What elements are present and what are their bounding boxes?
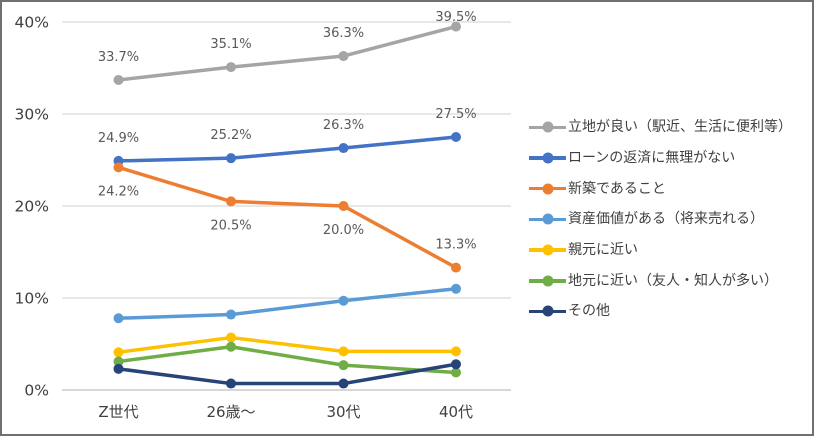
series-line-4 [116,335,458,355]
series-marker [338,360,349,371]
x-axis-category-label: 26歳～ [206,403,255,421]
series-marker [451,367,461,378]
data-label: 24.2% [98,184,139,199]
series-marker [226,62,236,73]
x-axis-category-label: 30代 [326,403,360,421]
data-label: 20.0% [323,223,364,238]
series-marker [338,51,349,62]
series-marker [226,332,236,343]
y-axis-tick-label: 20% [15,198,49,216]
series-marker [113,347,124,358]
legend-line-marker-icon [529,121,566,133]
legend-item: 親元に近い [529,235,792,266]
y-axis-tick-label: 30% [15,106,49,124]
y-axis-tick-label: 40% [15,14,49,32]
series-marker [451,346,461,357]
series-marker [451,283,461,294]
legend-item-label: 親元に近い [568,242,638,259]
series-marker [113,313,124,324]
legend-item: 新築であること [529,173,792,204]
x-axis-category-label: 40代 [439,403,473,421]
legend-item-label: 新築であること [568,180,666,197]
legend-line-marker-icon [529,244,566,256]
legend-line-marker-icon [529,213,566,225]
data-label: 25.2% [210,128,251,143]
legend-item: その他 [529,296,792,327]
series-marker [451,359,461,370]
legend-line-marker-icon [529,305,566,317]
data-label: 13.3% [435,238,476,253]
x-axis-category-label: Z世代 [98,403,138,421]
series-marker [226,309,236,320]
series-marker [113,74,124,85]
series-marker [338,346,349,357]
legend-item-label: 立地が良い（駅近、生活に便利等） [568,119,792,136]
data-label: 33.7% [98,50,139,65]
series-line-6 [116,362,458,386]
series-marker [113,363,124,374]
series-marker [113,356,124,367]
y-axis-tick-label: 10% [15,290,49,308]
series-marker [338,295,349,306]
legend-item-label: 地元に近い（友人・知人が多い） [568,272,778,289]
series-marker [451,262,461,273]
data-label: 39.5% [435,10,476,25]
series-line-0 [116,24,458,82]
legend-item: 立地が良い（駅近、生活に便利等） [529,112,792,143]
legend-item-label: その他 [568,303,610,320]
series-line-2 [116,165,458,270]
series-marker [338,201,349,211]
data-label: 26.3% [323,118,364,133]
legend-item: 資産価値がある（将来売れる） [529,204,792,235]
legend-line-marker-icon [529,152,566,164]
legend-line-marker-icon [529,183,566,195]
data-label: 35.1% [210,37,251,52]
data-label: 36.3% [323,26,364,41]
y-axis-tick-label: 0% [24,382,49,400]
legend-item: 地元に近い（友人・知人が多い） [529,265,792,296]
legend-item-label: 資産価値がある（将来売れる） [568,211,764,228]
data-label: 27.5% [435,107,476,122]
series-marker [226,196,236,207]
data-label: 24.9% [98,131,139,146]
series-marker [451,132,461,142]
series-marker [226,378,236,389]
series-marker [338,378,349,389]
legend-item: ローンの返済に無理がない [529,143,792,174]
data-label: 20.5% [210,218,251,233]
series-line-1 [116,135,458,163]
series-line-5 [116,345,458,375]
series-marker [338,143,349,154]
legend-line-marker-icon [529,275,566,287]
series-marker [113,162,124,173]
series-marker [226,153,236,164]
series-line-3 [116,287,458,320]
legend-item-label: ローンの返済に無理がない [568,150,736,167]
series-marker [226,341,236,352]
chart-legend: 立地が良い（駅近、生活に便利等） ローンの返済に無理がない 新築であること資産価値が… [529,112,792,327]
series-marker [451,21,461,32]
